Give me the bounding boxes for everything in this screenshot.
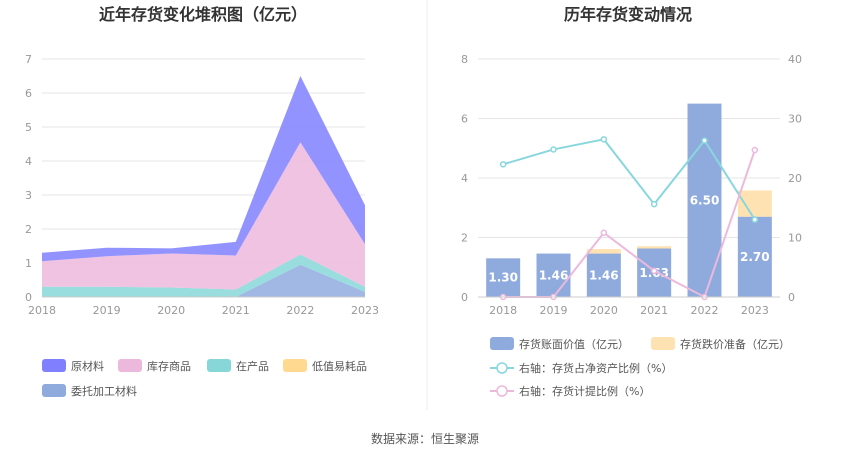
right-right-y-tick-label: 0	[788, 291, 795, 304]
right-right-y-tick-label: 40	[788, 53, 802, 66]
area-series-0	[42, 76, 365, 262]
line-point	[751, 216, 759, 223]
data-source-note: 数据来源：恒生聚源	[371, 431, 479, 446]
bar-book-value	[536, 253, 571, 297]
left-legend-swatch	[283, 359, 307, 372]
left-legend-swatch	[42, 384, 66, 397]
bar-book-value	[586, 253, 621, 297]
right-legend-swatch	[651, 337, 675, 350]
right-chart-title: 历年存货变动情况	[564, 5, 692, 24]
left-y-tick-label: 2	[25, 223, 32, 236]
line-point	[600, 136, 608, 143]
stacked-area-chart: 近年存货变化堆积图（亿元） 0 1 2 3 4 5 6 7 2018 2019 2020 2021 20…	[25, 5, 379, 398]
left-y-tick-label: 6	[25, 87, 32, 100]
bar-impairment	[737, 190, 772, 217]
right-legend-label: 存货跌价准备（亿元）	[680, 337, 790, 351]
right-x-tick-label: 2018	[489, 304, 517, 317]
left-area-series	[42, 76, 365, 297]
right-x-tick-label: 2023	[741, 304, 769, 317]
right-left-y-tick-label: 2	[461, 232, 468, 245]
right-left-y-tick-label: 4	[461, 172, 468, 185]
bar-impairment	[637, 246, 672, 249]
right-legend-label: 右轴：存货计提比例（%）	[519, 384, 650, 398]
bar-book-value	[737, 216, 772, 297]
combo-bar-line-chart: 历年存货变动情况 1.301.461.461.636.502.70 024680…	[461, 5, 802, 398]
left-y-tick-label: 5	[25, 121, 32, 134]
right-legend-label: 存货账面价值（亿元）	[519, 337, 629, 351]
line-point	[550, 146, 557, 153]
left-x-tick-label: 2019	[93, 304, 121, 317]
right-right-y-tick-label: 30	[788, 113, 802, 126]
area-series-1	[42, 142, 365, 290]
left-legend-swatch	[207, 359, 231, 372]
right-x-tick-label: 2021	[640, 304, 668, 317]
left-y-tick-label: 3	[25, 189, 32, 202]
right-legend-marker	[496, 385, 508, 397]
left-chart-title: 近年存货变化堆积图（亿元）	[99, 5, 307, 24]
left-legend-label: 在产品	[236, 359, 269, 373]
area-series-2	[42, 254, 365, 297]
bar-value-label: 1.46	[539, 268, 569, 282]
left-x-tick-label: 2022	[286, 304, 314, 317]
line-point	[600, 229, 608, 236]
left-x-tick-label: 2020	[157, 304, 185, 317]
left-legend-swatch	[42, 359, 66, 372]
left-x-tick-label: 2021	[222, 304, 250, 317]
right-x-tick-label: 2019	[540, 304, 568, 317]
bar-impairment	[586, 249, 621, 254]
bar-book-value	[486, 258, 521, 297]
left-x-tick-label: 2018	[28, 304, 56, 317]
left-x-tick-label: 2023	[351, 304, 379, 317]
line-point	[650, 200, 658, 208]
right-left-y-tick-label: 6	[461, 113, 468, 126]
bar-value-label: 1.30	[488, 271, 518, 285]
area-series-4	[42, 264, 365, 297]
right-axis-ticks: 0 2 4 6 8 0 10 20 30 40 2018 2019 2020 2021 2022 2023	[461, 53, 802, 317]
right-legend-swatch	[490, 337, 514, 350]
line-point	[650, 267, 658, 275]
left-legend-label: 委托加工材料	[71, 384, 137, 398]
line-point	[751, 146, 759, 154]
left-legend-swatch	[118, 359, 142, 372]
left-legend-label: 低值易耗品	[312, 360, 367, 373]
right-legend-marker	[496, 362, 508, 374]
left-y-tick-label: 4	[25, 155, 32, 168]
right-right-y-tick-label: 20	[788, 172, 802, 185]
right-legend: 存货账面价值（亿元） 存货跌价准备（亿元） 右轴：存货占净资产比例（%） 右轴：存货计…	[490, 337, 790, 398]
bar-value-label: 1.46	[589, 268, 619, 282]
right-bar-series: 1.301.461.461.636.502.70	[486, 103, 772, 297]
left-legend-label: 原材料	[71, 359, 104, 373]
right-left-y-tick-label: 0	[461, 291, 468, 304]
bar-value-label: 6.50	[690, 193, 720, 207]
right-legend-label: 右轴：存货占净资产比例（%）	[519, 361, 672, 375]
left-y-tick-label: 0	[25, 291, 32, 304]
left-legend-label: 库存商品	[147, 359, 191, 373]
left-y-tick-label: 1	[25, 257, 32, 270]
left-axis-ticks: 0 1 2 3 4 5 6 7 2018 2019 2020 2021 2022 2023	[25, 53, 379, 317]
right-x-tick-label: 2020	[590, 304, 618, 317]
right-right-y-tick-label: 10	[788, 232, 802, 245]
bar-value-label: 2.70	[740, 250, 770, 264]
right-gridlines	[478, 58, 780, 298]
right-left-y-tick-label: 8	[461, 53, 468, 66]
right-x-tick-label: 2022	[691, 304, 719, 317]
line-point	[701, 137, 708, 144]
line-series-2	[502, 138, 756, 221]
line-point	[499, 161, 507, 168]
left-y-tick-label: 7	[25, 53, 32, 66]
